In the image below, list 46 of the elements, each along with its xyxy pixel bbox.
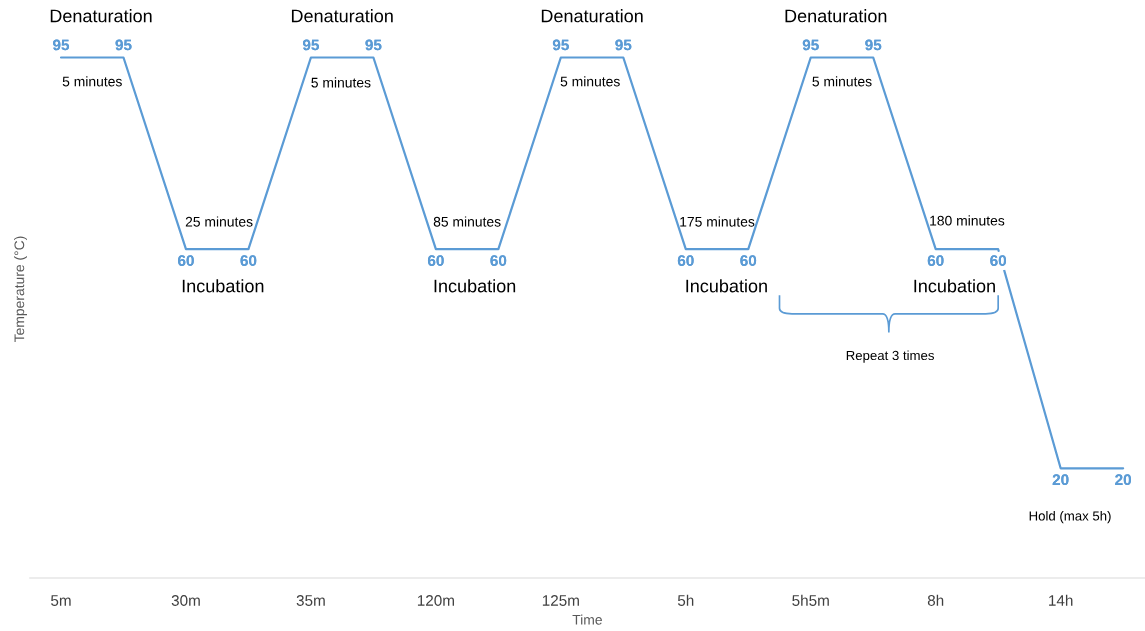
x-tick-label: 5h [677, 594, 694, 606]
data-label: 20 [1115, 474, 1131, 486]
data-label: 95 [302, 39, 319, 51]
x-tick-label: 8h [927, 594, 944, 606]
x-tick-label: 5h5m [792, 594, 829, 606]
data-label: 95 [552, 39, 569, 51]
data-label: 20 [1052, 474, 1069, 486]
data-label: 60 [240, 255, 257, 266]
x-tick-label: 30m [171, 595, 200, 606]
data-label: 60 [490, 255, 507, 266]
x-tick-label: 14h [1049, 594, 1073, 606]
annotation: 25 minutes [185, 216, 253, 227]
annotation: Incubation [434, 279, 516, 293]
annotation: 5 minutes [311, 77, 371, 88]
data-label: 95 [615, 39, 632, 51]
annotation: 5 minutes [812, 76, 872, 87]
annotation: Incubation [686, 279, 767, 293]
text: Denaturation [541, 9, 643, 23]
text: Denaturation [50, 9, 152, 23]
y-axis-title: Temperature (°C) [14, 236, 27, 343]
data-label: 60 [927, 255, 944, 266]
annotation: 175 minutes [680, 216, 755, 227]
x-axis-title: Time [572, 614, 602, 625]
annotation: 85 minutes [433, 216, 501, 227]
text: Denaturation [785, 9, 887, 23]
text: Hold (max 5h) [1029, 510, 1111, 524]
x-tick-label: 5m [51, 595, 71, 606]
data-label: 60 [677, 255, 694, 266]
data-label: 95 [115, 39, 132, 51]
annotation: 180 minutes [930, 215, 1005, 226]
data-label: 60 [178, 255, 194, 266]
data-label: 95 [365, 39, 382, 51]
data-label: 60 [740, 255, 757, 266]
x-tick-label: 120m [417, 595, 454, 606]
annotation: 5 minutes [560, 76, 620, 87]
x-tick-label: 35m [296, 595, 325, 606]
annotation: 5 minutes [62, 76, 122, 87]
data-label: 60 [427, 255, 444, 266]
data-label: 95 [802, 39, 819, 51]
annotation: Repeat 3 times [846, 350, 934, 363]
data-label: 95 [53, 39, 70, 51]
annotation: Incubation [914, 279, 995, 293]
text: Denaturation [291, 9, 393, 23]
annotation: Incubation [182, 279, 264, 293]
x-tick-label: 125m [542, 595, 579, 606]
data-label: 95 [865, 39, 882, 51]
